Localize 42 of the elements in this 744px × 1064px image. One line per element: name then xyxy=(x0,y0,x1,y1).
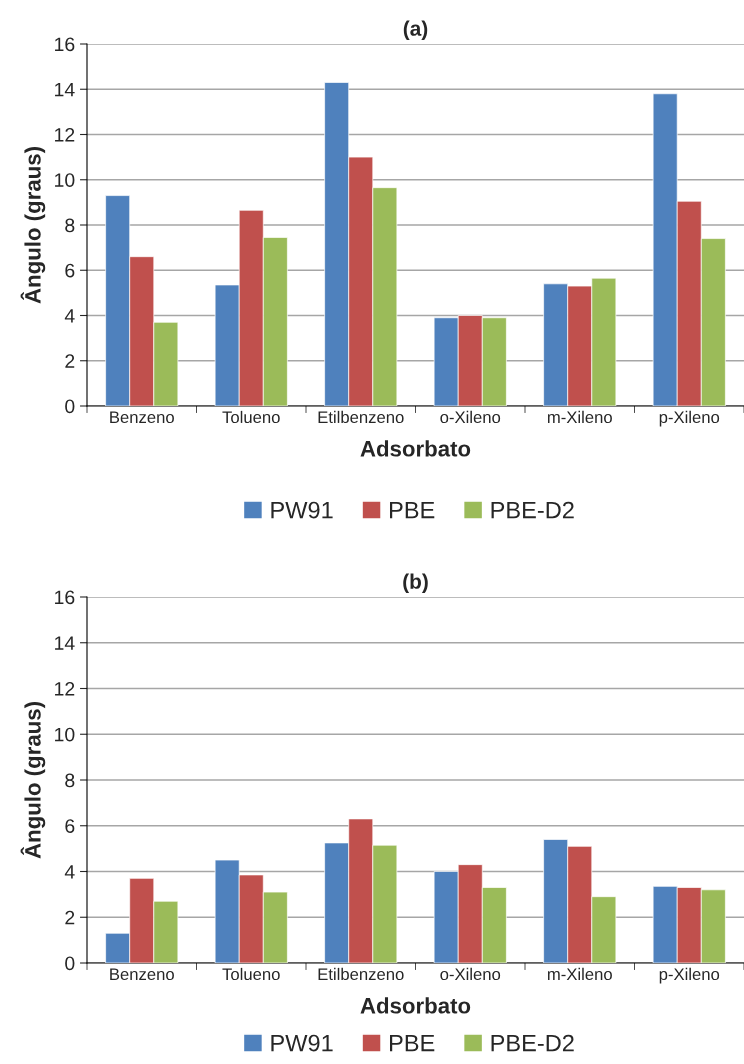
x-tick-label: m-Xileno xyxy=(547,410,612,424)
y-tick-label: 0 xyxy=(65,956,75,971)
y-tick-label: 8 xyxy=(65,773,75,788)
legend-label: PBE xyxy=(390,1034,435,1052)
legend-label: PW91 xyxy=(271,1034,333,1052)
y-tick-label: 16 xyxy=(55,590,75,605)
x-tick-label: p-Xileno xyxy=(659,967,720,984)
x-tick-label: Benzeno xyxy=(110,968,174,981)
x-tick-label: o-Xileno xyxy=(440,967,501,981)
x-tick-label: m-Xileno xyxy=(547,967,612,981)
y-tick-label: 6 xyxy=(65,263,75,278)
chart-title: (a) xyxy=(403,20,428,40)
chart-title: (b) xyxy=(403,573,428,593)
y-tick-label: 6 xyxy=(65,819,75,833)
legend-label: PBE-D2 xyxy=(491,501,574,519)
y-tick-label: 4 xyxy=(64,309,75,323)
x-tick-label: Etilbenzeno xyxy=(318,410,404,424)
y-tick-label: 16 xyxy=(55,37,75,52)
y-tick-label: 2 xyxy=(65,354,75,368)
x-tick-label: Tolueno xyxy=(222,410,280,424)
y-tick-label: 14 xyxy=(55,636,75,650)
y-axis-title: Ângulo (graus) xyxy=(20,147,46,304)
x-axis-title: Adsorbato xyxy=(360,440,471,457)
y-tick-label: 12 xyxy=(55,681,75,696)
legend-label: PBE-D2 xyxy=(491,1034,574,1052)
x-tick-label: o-Xileno xyxy=(440,410,501,424)
y-tick-label: 14 xyxy=(55,82,75,97)
legend-label: PBE xyxy=(390,501,435,519)
y-tick-label: 10 xyxy=(55,173,75,187)
legend-label: PW91 xyxy=(271,501,333,519)
y-tick-label: 0 xyxy=(65,399,75,414)
y-tick-label: 2 xyxy=(65,910,75,925)
x-tick-label: Etilbenzeno xyxy=(318,967,404,981)
y-tick-label: 12 xyxy=(55,127,75,142)
x-axis-title: Adsorbato xyxy=(360,997,471,1014)
y-tick-label: 4 xyxy=(64,865,75,879)
x-tick-label: p-Xileno xyxy=(659,410,720,427)
y-tick-label: 10 xyxy=(55,727,75,742)
y-tick-label: 8 xyxy=(65,218,75,233)
x-tick-label: Tolueno xyxy=(222,967,280,981)
y-axis-title: Ângulo (graus) xyxy=(20,702,46,859)
x-tick-label: Benzeno xyxy=(110,411,174,424)
